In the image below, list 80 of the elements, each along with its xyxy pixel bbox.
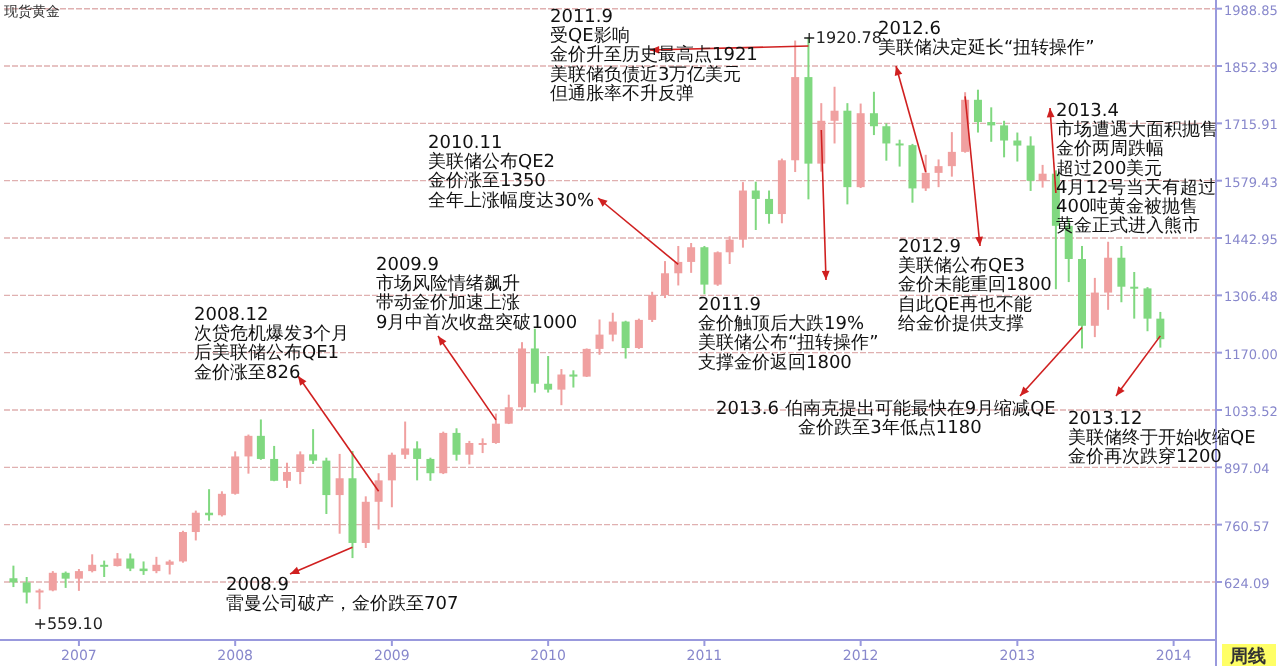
candlestick <box>465 439 474 466</box>
candlestick <box>973 88 982 134</box>
candlestick <box>674 244 683 287</box>
candlestick <box>217 490 226 518</box>
candlestick <box>687 242 696 274</box>
candlestick <box>700 244 709 296</box>
candlestick <box>1104 240 1113 311</box>
candlestick <box>921 153 930 192</box>
candlestick <box>401 420 410 460</box>
candlestick <box>751 180 760 231</box>
candlestick <box>713 250 722 287</box>
candlestick <box>1013 131 1022 163</box>
candlestick <box>569 369 578 389</box>
candlestick <box>895 138 904 168</box>
annotation: +1920.78 <box>802 29 883 48</box>
annotation: 2008.12 次贷危机爆发3个月后美联储公布QE1金价涨至826 <box>194 306 350 384</box>
candlestick <box>1038 163 1047 189</box>
candlestick <box>1026 135 1035 192</box>
candlestick <box>9 564 18 589</box>
candlestick <box>882 122 891 162</box>
candlestick <box>830 85 839 145</box>
candlestick <box>725 235 734 266</box>
candlestick <box>947 131 956 178</box>
candlestick <box>439 430 448 476</box>
candlestick <box>374 472 383 531</box>
candlestick <box>1000 119 1009 159</box>
candlestick <box>178 529 187 564</box>
candlestick <box>1117 244 1126 304</box>
annotation: 2008.9 雷曼公司破产，金价跌至707 <box>226 576 459 616</box>
candlestick <box>557 368 566 407</box>
candlestick <box>765 189 774 225</box>
candlestick <box>1130 271 1139 320</box>
candlestick <box>908 142 917 204</box>
candlestick <box>309 428 318 465</box>
candlestick <box>426 456 435 482</box>
candlestick <box>504 393 513 426</box>
annotation: 2011.9 金价触顶后大跌19%美联储公布“扭转操作”支撑金价返回1800 <box>698 296 879 374</box>
candlestick <box>48 570 57 593</box>
annotation: 2013.4 市场遭遇大面积抛售金价两周跌幅超过200美元4月12号当天有超过400吨黄金被抛售黄金正式进入熊市 <box>1056 102 1218 238</box>
candlestick <box>1156 310 1165 349</box>
candlestick <box>595 318 604 356</box>
candlestick <box>88 553 97 574</box>
candlestick <box>335 452 344 535</box>
candlestick <box>491 412 500 445</box>
candlestick <box>361 495 370 549</box>
candlestick <box>478 437 487 455</box>
candlestick <box>582 347 591 379</box>
candlestick <box>648 290 657 323</box>
annotation: 2011.9 受QE影响金价升至历史最高点1921美联储负债近3万亿美元但通胀率不升反弹 <box>550 8 758 105</box>
annotation: +559.10 <box>33 615 103 634</box>
annotation: 2009.9 市场风险情绪飙升带动金价加速上涨9月中首次收盘突破1000 <box>376 256 578 334</box>
candlestick <box>869 90 878 137</box>
candlestick <box>934 158 943 189</box>
annotation: 2010.11 美联储公布QE2金价涨至1350全年上涨幅度达30% <box>428 134 595 212</box>
candlestick <box>1143 286 1152 333</box>
candlestick <box>621 319 630 360</box>
candlestick <box>270 444 279 483</box>
candlestick <box>413 440 422 482</box>
candlestick <box>530 327 539 394</box>
candlestick <box>74 568 83 592</box>
candlestick <box>282 461 291 489</box>
candlestick <box>452 427 461 462</box>
candlestick <box>1090 276 1099 339</box>
candlestick <box>22 575 31 605</box>
candlestick <box>296 450 305 486</box>
candlestick <box>661 260 670 300</box>
annotation: 2012.6 美联储决定延长“扭转操作” <box>878 20 1095 60</box>
candlestick <box>191 509 200 542</box>
candlestick <box>608 311 617 343</box>
annotation: 2012.9 美联储公布QE3金价未能重回1800自此QE再也不能给金价提供支撑 <box>898 238 1053 335</box>
candlestick <box>634 317 643 350</box>
candlestick <box>387 451 396 509</box>
candlestick <box>322 456 331 515</box>
candlestick <box>544 355 553 394</box>
candlestick <box>256 418 265 461</box>
annotation: 2013.6 伯南克提出可能最快在9月缩减QE 金价跌至3年低点1180 <box>716 398 1057 440</box>
candlestick <box>231 450 240 496</box>
candlestick <box>244 433 253 475</box>
text: 周线 <box>1228 646 1266 666</box>
candlestick <box>35 587 44 611</box>
